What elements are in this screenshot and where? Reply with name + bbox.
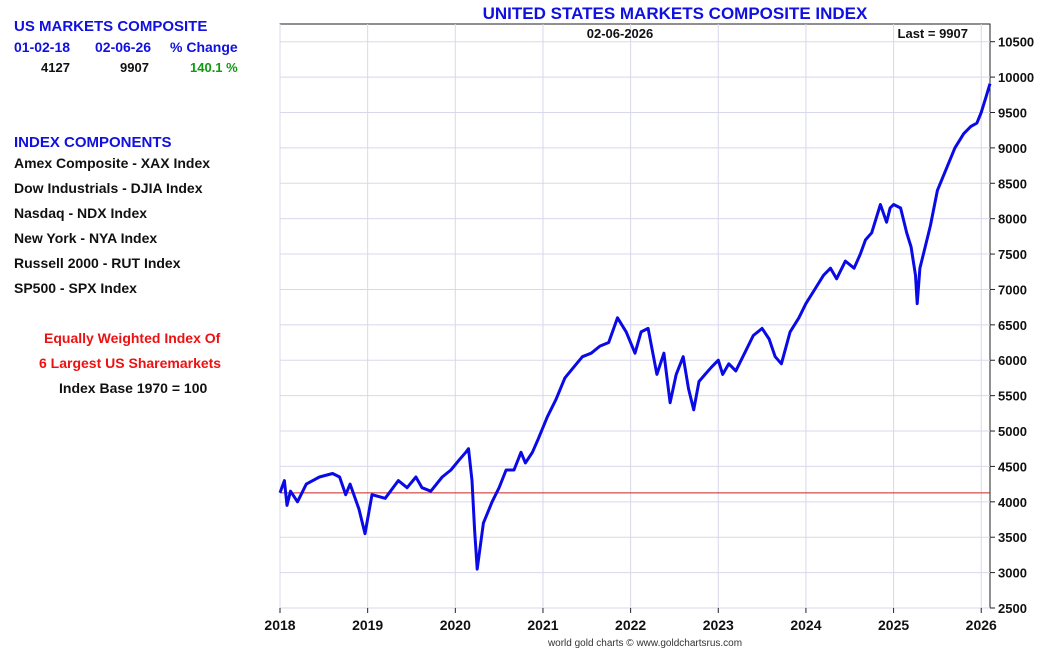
x-tick-label: 2020 bbox=[440, 617, 471, 633]
chart-footer: world gold charts © www.goldchartsrus.co… bbox=[547, 638, 742, 649]
component-item: New York - NYA Index bbox=[14, 230, 158, 246]
x-tick-label: 2023 bbox=[703, 617, 734, 633]
x-tick-label: 2024 bbox=[790, 617, 821, 633]
note-line-3: Index Base 1970 = 100 bbox=[59, 380, 208, 396]
y-tick-label: 4000 bbox=[998, 495, 1027, 510]
summary-start-date-header: 01-02-18 bbox=[14, 39, 71, 55]
y-tick-label: 6500 bbox=[998, 318, 1027, 333]
y-tick-label: 10500 bbox=[998, 35, 1034, 50]
x-tick-label: 2025 bbox=[878, 617, 909, 633]
x-axis: 2018 2019 2020 2021 2022 2023 2024 2025 2026 bbox=[264, 608, 997, 633]
component-item: Amex Composite - XAX Index bbox=[14, 155, 211, 171]
y-tick-label: 10000 bbox=[998, 70, 1034, 85]
chart-last-label: Last = 9907 bbox=[898, 26, 968, 41]
y-tick-label: 6000 bbox=[998, 353, 1027, 368]
summary-start-value: 4127 bbox=[41, 60, 70, 75]
y-tick-label: 3500 bbox=[998, 530, 1027, 545]
x-tick-label: 2026 bbox=[966, 617, 997, 633]
y-axis: 2500 3000 3500 4000 4500 5000 5500 6000 6500 7000… bbox=[990, 35, 1034, 616]
y-tick-label: 8000 bbox=[998, 212, 1027, 227]
y-tick-label: 2500 bbox=[998, 601, 1027, 616]
y-tick-label: 8500 bbox=[998, 176, 1027, 191]
grid-lines bbox=[279, 24, 990, 609]
component-item: Nasdaq - NDX Index bbox=[14, 205, 148, 221]
component-item: Russell 2000 - RUT Index bbox=[14, 255, 181, 271]
chart-date-label: 02-06-2026 bbox=[587, 26, 654, 41]
series-line bbox=[278, 83, 992, 571]
y-tick-label: 7500 bbox=[998, 247, 1027, 262]
x-tick-label: 2018 bbox=[264, 617, 295, 633]
summary-pct-change: 140.1 % bbox=[190, 60, 238, 75]
y-tick-label: 9500 bbox=[998, 105, 1027, 120]
x-tick-label: 2022 bbox=[615, 617, 646, 633]
component-item: Dow Industrials - DJIA Index bbox=[14, 180, 203, 196]
summary-end-value: 9907 bbox=[120, 60, 149, 75]
y-tick-label: 9000 bbox=[998, 141, 1027, 156]
y-tick-label: 5500 bbox=[998, 389, 1027, 404]
note-line-1: Equally Weighted Index Of bbox=[44, 330, 221, 346]
plot-area bbox=[279, 23, 991, 609]
summary-title: US MARKETS COMPOSITE bbox=[14, 18, 208, 35]
note-line-2: 6 Largest US Sharemarkets bbox=[39, 355, 222, 371]
y-tick-label: 4500 bbox=[998, 459, 1027, 474]
x-tick-label: 2019 bbox=[352, 617, 383, 633]
summary-end-date-header: 02-06-26 bbox=[95, 39, 152, 55]
y-tick-label: 3000 bbox=[998, 566, 1027, 581]
chart-title: UNITED STATES MARKETS COMPOSITE INDEX bbox=[483, 4, 868, 23]
components-title: INDEX COMPONENTS bbox=[14, 134, 172, 151]
component-item: SP500 - SPX Index bbox=[14, 280, 137, 296]
y-tick-label: 7000 bbox=[998, 282, 1027, 297]
x-tick-label: 2021 bbox=[527, 617, 558, 633]
summary-change-header: % Change bbox=[170, 39, 238, 55]
y-tick-label: 5000 bbox=[998, 424, 1027, 439]
